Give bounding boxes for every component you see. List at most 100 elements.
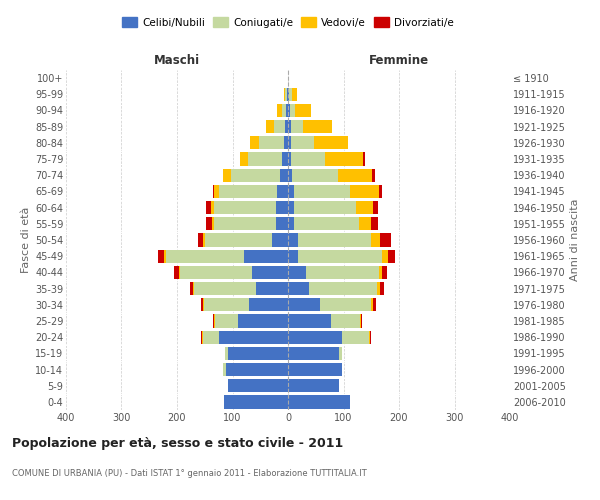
Bar: [288, 298, 320, 312]
Bar: [288, 152, 291, 166]
Text: Maschi: Maschi: [154, 54, 200, 67]
Bar: [373, 298, 376, 312]
Bar: [214, 201, 276, 214]
Bar: [212, 185, 214, 198]
Bar: [203, 298, 249, 312]
Bar: [339, 346, 342, 360]
Bar: [252, 266, 288, 279]
Bar: [288, 379, 339, 392]
Bar: [291, 136, 314, 149]
Bar: [202, 330, 203, 344]
Bar: [248, 152, 283, 166]
Bar: [277, 185, 288, 198]
Bar: [288, 136, 291, 149]
Bar: [288, 396, 350, 408]
Bar: [288, 330, 343, 344]
Bar: [206, 201, 211, 214]
Bar: [276, 201, 288, 214]
Bar: [158, 250, 164, 263]
Bar: [373, 168, 375, 182]
Bar: [228, 379, 288, 392]
Bar: [205, 234, 272, 246]
Bar: [288, 120, 291, 134]
Bar: [276, 217, 288, 230]
Text: COMUNE DI URBANIA (PU) - Dati ISTAT 1° gennaio 2011 - Elaborazione TUTTITALIA.IT: COMUNE DI URBANIA (PU) - Dati ISTAT 1° g…: [12, 469, 367, 478]
Bar: [373, 201, 378, 214]
Bar: [288, 234, 298, 246]
Bar: [292, 88, 298, 101]
Bar: [240, 152, 248, 166]
Bar: [203, 234, 205, 246]
Bar: [201, 298, 203, 312]
Bar: [382, 250, 388, 263]
Bar: [350, 185, 379, 198]
Bar: [359, 217, 371, 230]
Bar: [331, 314, 360, 328]
Bar: [320, 298, 371, 312]
Bar: [361, 314, 362, 328]
Bar: [218, 330, 288, 344]
Bar: [249, 298, 288, 312]
Bar: [388, 250, 395, 263]
Bar: [280, 168, 288, 182]
Bar: [231, 168, 280, 182]
Bar: [377, 282, 380, 295]
Bar: [292, 168, 338, 182]
Bar: [166, 250, 244, 263]
Bar: [291, 152, 325, 166]
Bar: [288, 314, 331, 328]
Bar: [244, 250, 288, 263]
Bar: [293, 185, 350, 198]
Bar: [226, 363, 288, 376]
Bar: [303, 120, 332, 134]
Text: Femmine: Femmine: [369, 54, 429, 67]
Y-axis label: Anni di nascita: Anni di nascita: [570, 198, 580, 281]
Bar: [214, 314, 215, 328]
Bar: [338, 168, 373, 182]
Bar: [379, 266, 382, 279]
Bar: [370, 330, 371, 344]
Bar: [179, 266, 180, 279]
Bar: [295, 104, 311, 117]
Bar: [203, 330, 218, 344]
Bar: [288, 363, 343, 376]
Bar: [193, 282, 194, 295]
Bar: [380, 282, 384, 295]
Bar: [314, 136, 349, 149]
Bar: [369, 330, 370, 344]
Bar: [164, 250, 166, 263]
Bar: [288, 217, 293, 230]
Bar: [356, 201, 373, 214]
Bar: [215, 314, 238, 328]
Bar: [266, 120, 274, 134]
Bar: [298, 234, 371, 246]
Bar: [206, 217, 212, 230]
Bar: [371, 217, 378, 230]
Bar: [274, 120, 285, 134]
Bar: [223, 168, 231, 182]
Bar: [288, 185, 293, 198]
Bar: [306, 266, 379, 279]
Bar: [379, 185, 382, 198]
Bar: [211, 201, 214, 214]
Bar: [363, 152, 365, 166]
Bar: [224, 396, 288, 408]
Bar: [212, 314, 214, 328]
Bar: [371, 234, 380, 246]
Bar: [288, 250, 298, 263]
Bar: [371, 298, 373, 312]
Bar: [288, 266, 306, 279]
Bar: [284, 88, 285, 101]
Bar: [250, 136, 259, 149]
Bar: [288, 201, 293, 214]
Bar: [225, 346, 228, 360]
Bar: [325, 152, 363, 166]
Bar: [291, 120, 303, 134]
Bar: [223, 363, 226, 376]
Bar: [290, 104, 295, 117]
Bar: [238, 314, 288, 328]
Bar: [293, 217, 359, 230]
Bar: [284, 136, 288, 149]
Y-axis label: Fasce di età: Fasce di età: [20, 207, 31, 273]
Bar: [283, 152, 288, 166]
